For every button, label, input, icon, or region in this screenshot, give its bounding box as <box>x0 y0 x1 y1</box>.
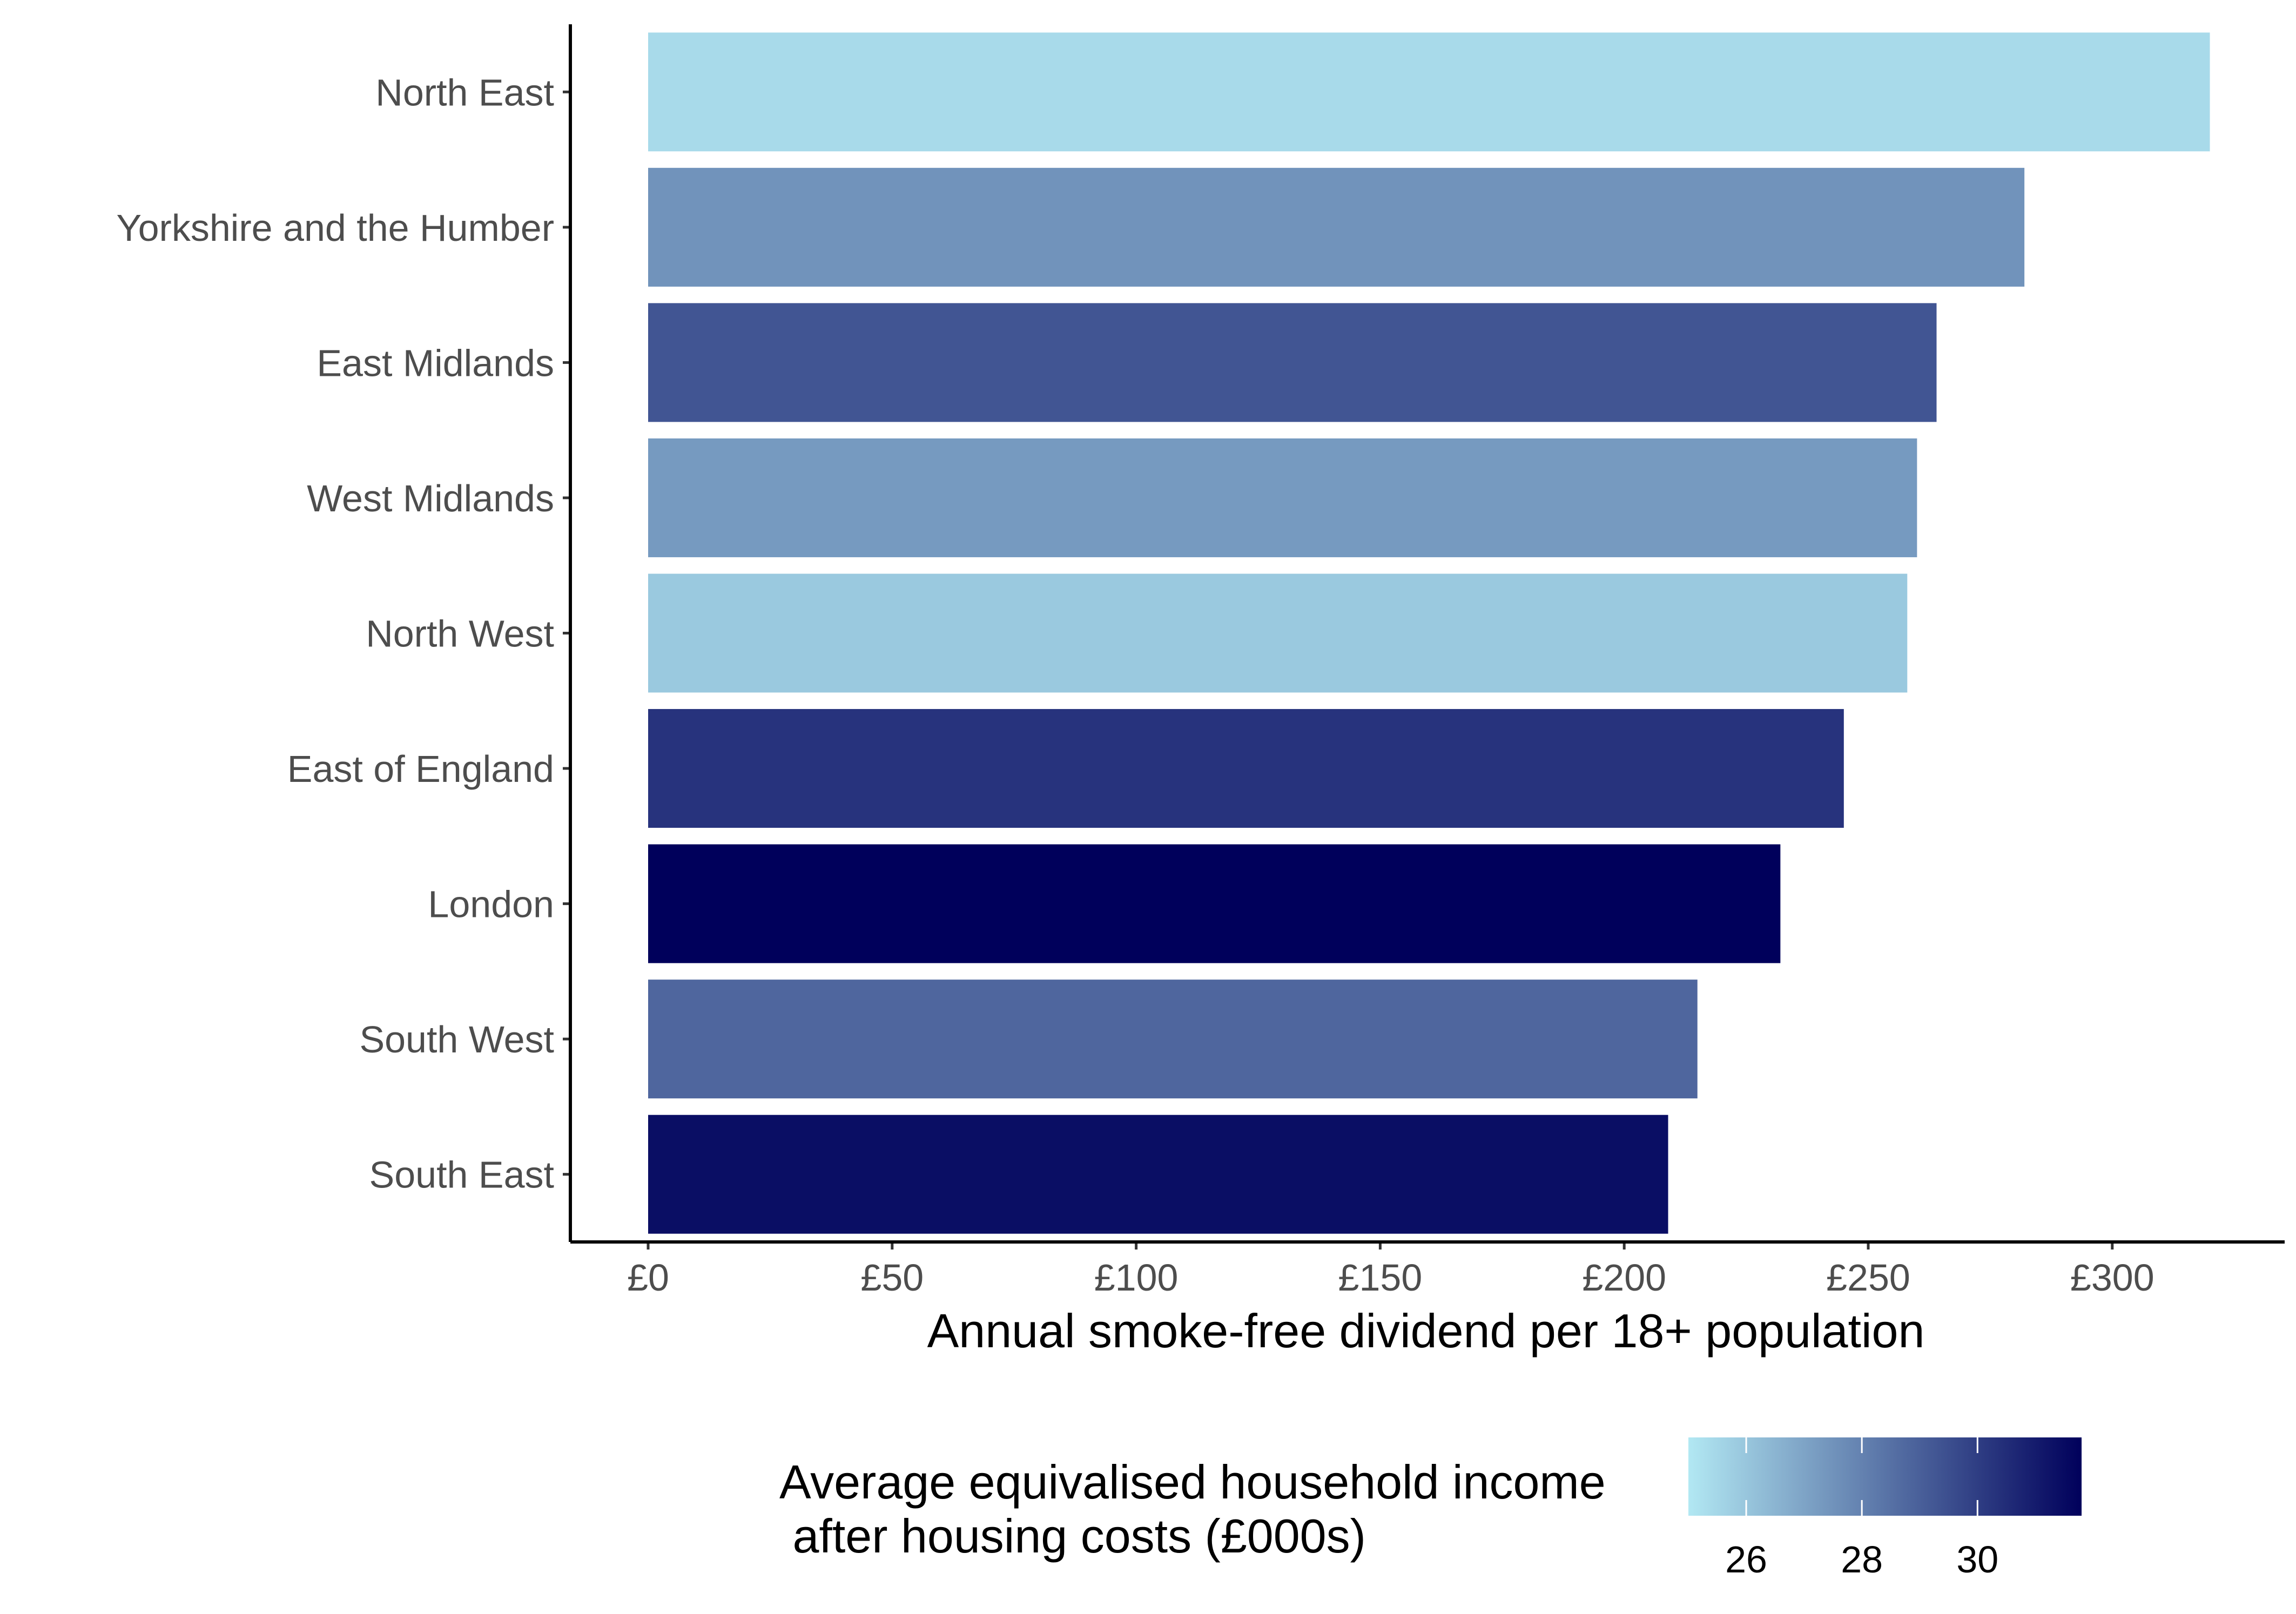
legend-tick-label: 26 <box>1725 1538 1767 1581</box>
bar-london <box>648 844 1781 963</box>
bar-south-west <box>648 980 1698 1099</box>
x-tick-label: £50 <box>860 1257 924 1299</box>
bar-east-of-england <box>648 709 1844 828</box>
category-label: South West <box>359 1018 554 1061</box>
bars-group <box>648 32 2210 1234</box>
category-label: East of England <box>287 748 554 790</box>
legend-tick-label: 30 <box>1956 1538 1998 1581</box>
bar-south-east <box>648 1115 1668 1234</box>
x-tick-label: £100 <box>1094 1257 1179 1299</box>
x-tick-label: £250 <box>1826 1257 1910 1299</box>
x-tick-label: £0 <box>627 1257 669 1299</box>
legend-tick-label: 28 <box>1841 1538 1883 1581</box>
category-label: Yorkshire and the Humber <box>116 207 554 249</box>
x-tick-label: £150 <box>1338 1257 1423 1299</box>
legend-ticks: 26 28 30 <box>1725 1437 1998 1581</box>
bar-yorkshire-and-the-humber <box>648 167 2025 287</box>
category-label: East Midlands <box>317 342 554 384</box>
bar-west-midlands <box>648 438 1917 557</box>
x-tick-label: £200 <box>1582 1257 1666 1299</box>
color-legend: Average equivalised household income aft… <box>779 1437 2082 1581</box>
legend-title-line-1: Average equivalised household income <box>779 1455 1606 1509</box>
category-label: North East <box>375 71 554 113</box>
bar-north-west <box>648 573 1908 693</box>
category-labels: North East Yorkshire and the Humber East M… <box>116 71 570 1196</box>
category-label: North West <box>366 613 554 655</box>
x-tick-label: £300 <box>2070 1257 2154 1299</box>
bar-east-midlands <box>648 303 1937 422</box>
bar-north-east <box>648 32 2210 152</box>
x-axis-title: Annual smoke-free dividend per 18+ popul… <box>927 1304 1925 1358</box>
category-label: West Midlands <box>307 477 554 519</box>
legend-color-bar <box>1688 1437 2082 1516</box>
legend-title-line-2: after housing costs (£000s) <box>779 1509 1366 1563</box>
category-label: London <box>428 883 554 926</box>
category-label: South East <box>369 1154 554 1196</box>
x-axis-ticks: £0 £50 £100 £150 £200 £250 £300 <box>627 1242 2154 1299</box>
